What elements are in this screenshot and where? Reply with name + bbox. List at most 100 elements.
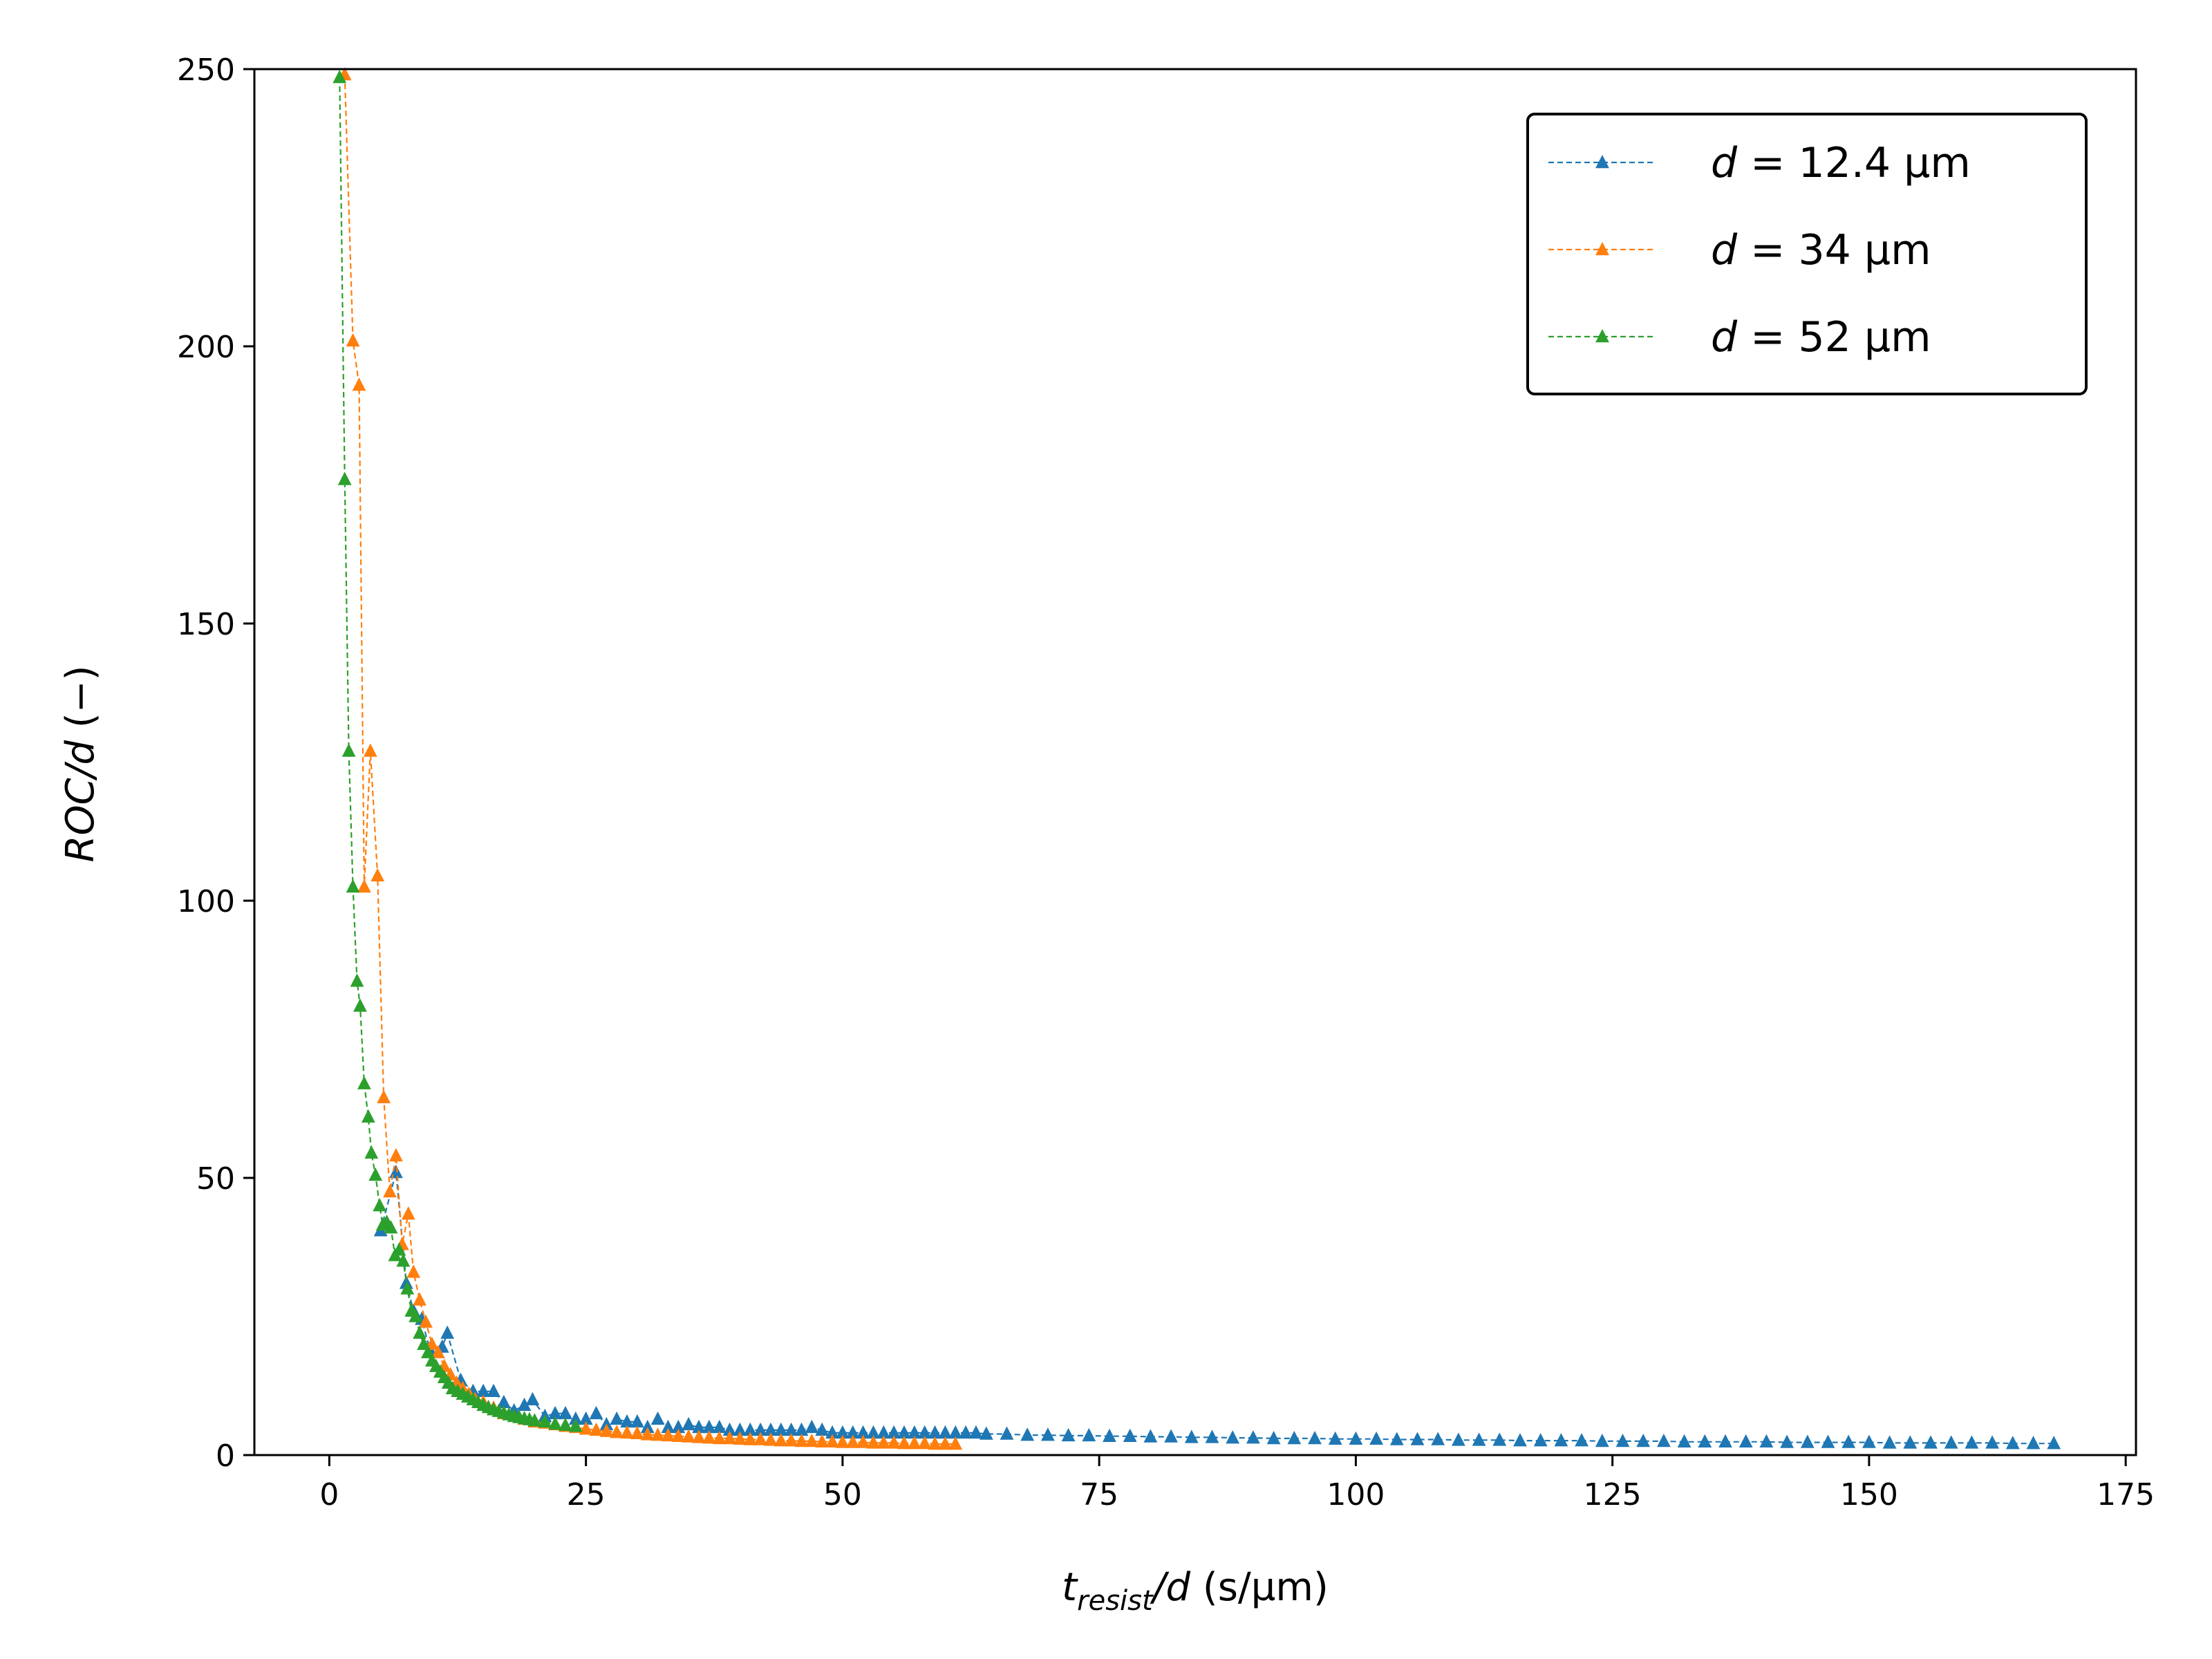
- data-point-marker: [610, 1411, 624, 1425]
- data-point-marker: [650, 1411, 665, 1425]
- legend-marker: [1595, 155, 1609, 169]
- data-point-marker: [1389, 1432, 1404, 1445]
- data-point-marker: [845, 1425, 860, 1439]
- data-point-marker: [794, 1422, 809, 1436]
- data-point-marker: [753, 1422, 768, 1436]
- data-point-marker: [352, 377, 366, 391]
- data-point-marker: [2005, 1436, 2020, 1450]
- data-point-marker: [346, 332, 360, 347]
- data-point-marker: [1615, 1433, 1630, 1447]
- plot-series: [332, 67, 2061, 1450]
- data-point-marker: [815, 1434, 830, 1448]
- data-point-marker: [332, 70, 347, 84]
- data-point-marker: [413, 1325, 427, 1339]
- data-point-marker: [1000, 1426, 1014, 1440]
- data-point-marker: [409, 1309, 423, 1322]
- data-point-marker: [1184, 1430, 1199, 1443]
- data-point-marker: [661, 1419, 675, 1434]
- data-point-marker: [1800, 1434, 1815, 1448]
- data-point-marker: [377, 1089, 391, 1103]
- data-point-marker: [856, 1434, 870, 1448]
- data-point-marker: [907, 1436, 921, 1450]
- data-point-marker: [610, 1425, 624, 1438]
- x-axis-ticks: 0 25 50 75 100 125 150 175: [319, 1455, 2155, 1512]
- data-point-marker: [384, 1220, 398, 1234]
- data-point-marker: [361, 1109, 375, 1123]
- y-tick-label: 100: [177, 884, 235, 919]
- data-point-marker: [1492, 1432, 1507, 1446]
- data-point-marker: [413, 1292, 427, 1306]
- data-point-marker: [1575, 1433, 1589, 1447]
- series-3: [332, 70, 583, 1432]
- y-tick-label: 200: [177, 330, 235, 365]
- data-point-marker: [774, 1433, 788, 1447]
- data-point-marker: [640, 1427, 655, 1441]
- data-point-marker: [559, 1417, 572, 1431]
- data-point-marker: [1082, 1427, 1096, 1442]
- y-tick-label: 150: [177, 607, 235, 642]
- data-point-marker: [568, 1418, 583, 1432]
- data-point-marker: [487, 1383, 500, 1398]
- data-point-marker: [856, 1425, 870, 1439]
- y-tick-label: 0: [216, 1438, 235, 1474]
- data-point-marker: [794, 1433, 809, 1447]
- legend: d = 12.4 µm d = 34 µm d = 52 µm: [1526, 113, 2088, 395]
- data-point-marker: [1533, 1433, 1548, 1447]
- data-point-marker: [733, 1431, 747, 1445]
- data-point-marker: [1143, 1429, 1158, 1443]
- data-point-marker: [559, 1405, 572, 1420]
- data-point-marker: [1595, 1433, 1609, 1447]
- data-point-marker: [373, 1198, 387, 1212]
- data-point-marker: [917, 1436, 932, 1450]
- data-point-marker: [1328, 1431, 1342, 1445]
- data-point-marker: [650, 1427, 665, 1441]
- legend-marker: [1595, 329, 1609, 343]
- data-point-marker: [897, 1436, 911, 1450]
- data-point-marker: [866, 1425, 881, 1439]
- series-1: [373, 1164, 2061, 1450]
- data-point-marker: [525, 1391, 540, 1406]
- x-tick-label: 150: [1840, 1477, 1898, 1512]
- data-point-marker: [440, 1325, 455, 1339]
- data-point-marker: [815, 1422, 830, 1436]
- data-point-marker: [406, 1264, 421, 1278]
- legend-label: d = 12.4 µm: [1711, 139, 1971, 187]
- data-point-marker: [476, 1383, 491, 1398]
- data-point-marker: [1513, 1433, 1527, 1447]
- data-point-marker: [1041, 1427, 1055, 1441]
- x-tick-label: 75: [1080, 1477, 1118, 1512]
- data-point-marker: [1862, 1434, 1876, 1448]
- data-point-marker: [599, 1423, 614, 1437]
- y-axis-ticks: 0 50 100 150 200 250: [177, 53, 254, 1474]
- data-point-marker: [419, 1314, 433, 1328]
- data-point-marker: [805, 1433, 819, 1447]
- data-point-marker: [579, 1421, 593, 1435]
- data-point-marker: [671, 1428, 686, 1442]
- data-point-marker: [887, 1425, 901, 1439]
- data-point-marker: [692, 1430, 706, 1443]
- data-point-marker: [805, 1419, 819, 1434]
- data-point-marker: [364, 1145, 379, 1159]
- x-tick-label: 0: [319, 1477, 339, 1512]
- data-point-marker: [1657, 1433, 1671, 1447]
- data-point-marker: [907, 1425, 921, 1439]
- data-point-marker: [1944, 1435, 1958, 1449]
- data-point-marker: [825, 1425, 839, 1439]
- data-point-marker: [1431, 1432, 1445, 1445]
- data-point-marker: [866, 1435, 881, 1449]
- data-point-marker: [948, 1425, 963, 1439]
- legend-frame: [1526, 113, 2088, 395]
- data-point-marker: [712, 1430, 727, 1445]
- data-point-marker: [764, 1422, 778, 1436]
- data-point-marker: [743, 1432, 758, 1445]
- data-point-marker: [784, 1433, 798, 1447]
- data-point-marker: [671, 1419, 686, 1434]
- data-point-marker: [877, 1425, 891, 1439]
- data-point-marker: [928, 1425, 942, 1439]
- data-point-marker: [337, 471, 352, 485]
- y-tick-label: 50: [196, 1161, 235, 1197]
- data-point-marker: [350, 973, 364, 987]
- data-point-marker: [1205, 1430, 1219, 1443]
- x-tick-label: 25: [567, 1477, 606, 1512]
- data-point-marker: [548, 1405, 563, 1420]
